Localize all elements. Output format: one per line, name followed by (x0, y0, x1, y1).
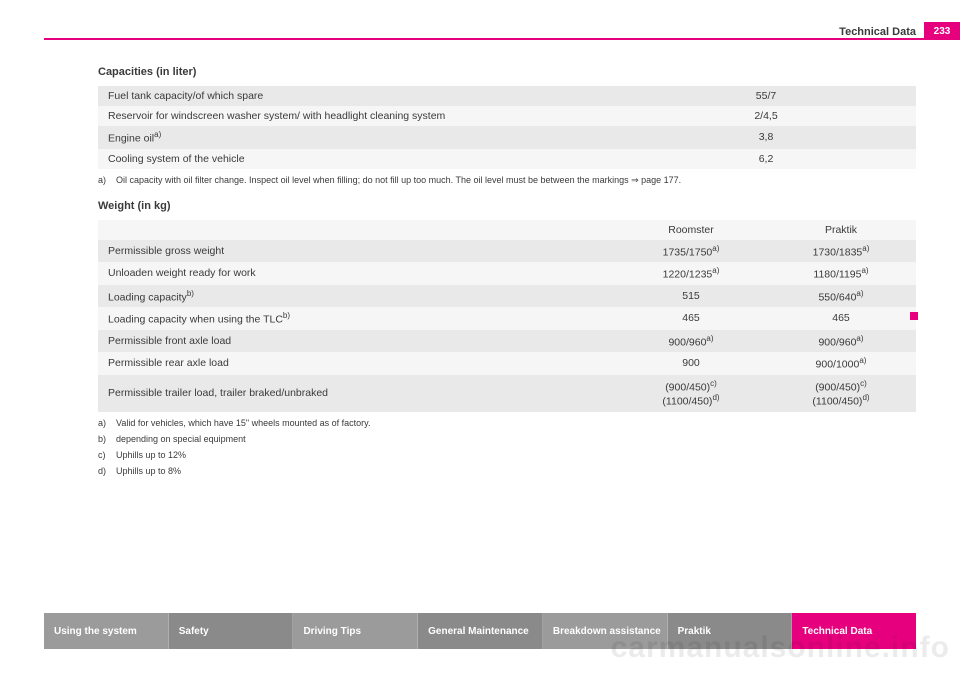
weight-label: Permissible gross weight (98, 240, 616, 263)
weight-value-praktik: 900/960a) (766, 330, 916, 353)
table-row: Cooling system of the vehicle6,2 (98, 149, 916, 169)
table-row: Loading capacity when using the TLCb)465… (98, 307, 916, 330)
weight-value-praktik: (900/450)c)(1100/450)d) (766, 375, 916, 412)
table-row: Permissible trailer load, trailer braked… (98, 375, 916, 412)
weight-value-roomster: 465 (616, 307, 766, 330)
weight-label: Unloaden weight ready for work (98, 262, 616, 285)
nav-item[interactable]: Driving Tips (293, 613, 418, 649)
weight-label: Permissible trailer load, trailer braked… (98, 375, 616, 412)
content-area: Capacities (in liter) Fuel tank capacity… (98, 66, 916, 476)
table-row: Engine oila)3,8 (98, 126, 916, 149)
table-row: Unloaden weight ready for work1220/1235a… (98, 262, 916, 285)
table-row: Permissible front axle load900/960a)900/… (98, 330, 916, 353)
nav-item[interactable]: Technical Data (792, 613, 916, 649)
capacity-value: 55/7 (616, 86, 916, 106)
weight-col2-header: Praktik (766, 220, 916, 240)
table-row: Reservoir for windscreen washer system/ … (98, 106, 916, 126)
weight-table: Roomster Praktik Permissible gross weigh… (98, 220, 916, 412)
footnote: c)Uphills up to 12% (98, 450, 916, 460)
nav-item[interactable]: General Maintenance (418, 613, 543, 649)
top-rule (44, 38, 960, 40)
weight-value-roomster: 900/960a) (616, 330, 766, 353)
page: 233 Technical Data Capacities (in liter)… (0, 0, 960, 673)
weight-value-praktik: 1730/1835a) (766, 240, 916, 263)
footnote: b)depending on special equipment (98, 434, 916, 444)
nav-item[interactable]: Using the system (44, 613, 169, 649)
nav-item[interactable]: Safety (169, 613, 294, 649)
table-row: Permissible rear axle load900900/1000a) (98, 352, 916, 375)
section-title: Technical Data (839, 26, 916, 38)
table-row: Fuel tank capacity/of which spare55/7 (98, 86, 916, 106)
weight-value-roomster: 900 (616, 352, 766, 375)
footnote: d)Uphills up to 8% (98, 466, 916, 476)
weight-heading: Weight (in kg) (98, 200, 916, 212)
weight-value-roomster: 1735/1750a) (616, 240, 766, 263)
capacity-label: Reservoir for windscreen washer system/ … (98, 106, 616, 126)
nav-item[interactable]: Praktik (668, 613, 793, 649)
table-row: Loading capacityb)515550/640a) (98, 285, 916, 308)
weight-value-praktik: 900/1000a) (766, 352, 916, 375)
capacities-heading: Capacities (in liter) (98, 66, 916, 78)
footnote: a)Oil capacity with oil filter change. I… (98, 175, 916, 186)
bottom-nav: Using the systemSafetyDriving TipsGenera… (44, 613, 916, 649)
weight-value-roomster: (900/450)c)(1100/450)d) (616, 375, 766, 412)
weight-footnotes: a)Valid for vehicles, which have 15" whe… (98, 418, 916, 476)
capacity-value: 2/4,5 (616, 106, 916, 126)
capacities-table: Fuel tank capacity/of which spare55/7Res… (98, 86, 916, 169)
table-row: Permissible gross weight1735/1750a)1730/… (98, 240, 916, 263)
weight-label: Loading capacityb) (98, 285, 616, 308)
weight-label: Loading capacity when using the TLCb) (98, 307, 616, 330)
page-number-badge: 233 (924, 22, 960, 40)
nav-item[interactable]: Breakdown assistance (543, 613, 668, 649)
weight-header-empty (98, 220, 616, 240)
capacities-footnotes: a)Oil capacity with oil filter change. I… (98, 175, 916, 186)
end-marker-icon (910, 312, 918, 320)
weight-value-roomster: 515 (616, 285, 766, 308)
capacity-label: Fuel tank capacity/of which spare (98, 86, 616, 106)
capacity-value: 6,2 (616, 149, 916, 169)
weight-label: Permissible rear axle load (98, 352, 616, 375)
weight-table-wrap: Roomster Praktik Permissible gross weigh… (98, 220, 916, 412)
weight-value-praktik: 465 (766, 307, 916, 330)
capacity-value: 3,8 (616, 126, 916, 149)
weight-value-praktik: 1180/1195a) (766, 262, 916, 285)
footnote: a)Valid for vehicles, which have 15" whe… (98, 418, 916, 428)
weight-value-praktik: 550/640a) (766, 285, 916, 308)
weight-col1-header: Roomster (616, 220, 766, 240)
capacity-label: Engine oila) (98, 126, 616, 149)
weight-value-roomster: 1220/1235a) (616, 262, 766, 285)
weight-label: Permissible front axle load (98, 330, 616, 353)
capacity-label: Cooling system of the vehicle (98, 149, 616, 169)
